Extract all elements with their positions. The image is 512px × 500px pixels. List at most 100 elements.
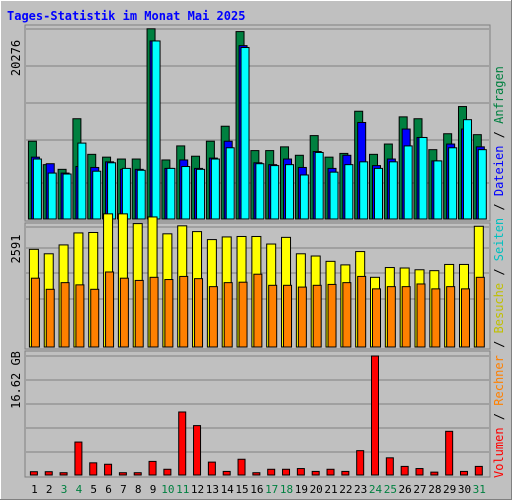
bar-rechner-1 — [30, 277, 40, 348]
x-tick-label: 27 — [413, 483, 426, 496]
x-tick-label: 19 — [295, 483, 308, 496]
legend-entry: Dateien — [492, 146, 506, 197]
bar-volumen-4 — [74, 441, 83, 476]
bar-volumen-18 — [282, 468, 291, 476]
x-tick-label: 28 — [428, 483, 441, 496]
bar-volumen-30 — [459, 470, 468, 476]
bar-seiten-4 — [77, 142, 87, 220]
bar-seiten-7 — [121, 167, 131, 220]
bar-rechner-17 — [268, 284, 278, 348]
bar-rechner-20 — [312, 284, 322, 348]
x-tick-label: 20 — [310, 483, 323, 496]
bar-volumen-8 — [133, 472, 142, 476]
bar-volumen-16 — [252, 472, 261, 476]
x-tick-label: 6 — [105, 483, 112, 496]
bar-seiten-19 — [299, 174, 309, 220]
bar-seiten-3 — [62, 173, 72, 220]
bar-rechner-19 — [297, 286, 307, 348]
bar-rechner-29 — [446, 286, 456, 348]
bar-rechner-2 — [45, 288, 55, 348]
x-tick-label: 22 — [339, 483, 352, 496]
x-tick-label: 5 — [90, 483, 97, 496]
bar-seiten-2 — [47, 172, 57, 220]
bar-rechner-3 — [60, 282, 70, 348]
bar-volumen-26 — [400, 465, 409, 476]
bar-volumen-19 — [296, 468, 305, 476]
bar-rechner-13 — [208, 286, 218, 348]
x-tick-label: 24 — [369, 483, 383, 496]
bar-rechner-16 — [253, 273, 263, 348]
x-tick-label: 8 — [135, 483, 142, 496]
bar-seiten-20 — [314, 151, 324, 220]
bar-seiten-31 — [477, 149, 487, 220]
x-tick-label: 17 — [265, 483, 278, 496]
bar-volumen-25 — [385, 457, 394, 476]
bar-rechner-8 — [134, 279, 144, 348]
legend-entry: / — [492, 261, 506, 283]
bar-seiten-26 — [403, 145, 413, 220]
x-tick-label: 7 — [120, 483, 127, 496]
bar-volumen-17 — [267, 468, 276, 476]
legend-entry: / — [492, 124, 506, 146]
bar-seiten-21 — [329, 171, 339, 220]
bar-rechner-11 — [179, 275, 189, 348]
x-tick-label: 14 — [221, 483, 235, 496]
bar-volumen-6 — [104, 463, 113, 476]
bar-volumen-15 — [237, 458, 246, 476]
bar-seiten-22 — [344, 164, 354, 220]
bar-rechner-9 — [149, 276, 159, 348]
bar-rechner-23 — [357, 275, 367, 348]
bar-volumen-21 — [326, 468, 335, 476]
panel-bottom-frame — [24, 350, 491, 478]
bar-seiten-30 — [462, 119, 472, 220]
bar-volumen-7 — [118, 472, 127, 476]
bar-seiten-23 — [359, 161, 369, 220]
x-tick-label: 26 — [399, 483, 412, 496]
panel-top-frame — [24, 24, 491, 222]
x-tick-label: 1 — [31, 483, 38, 496]
x-tick-label: 29 — [443, 483, 456, 496]
legend-entry: Anfragen — [492, 66, 506, 124]
bar-seiten-29 — [448, 147, 458, 220]
bar-volumen-2 — [44, 471, 53, 476]
bar-rechner-21 — [327, 283, 337, 348]
bottom-ytick-label: 16.62 GB — [9, 351, 23, 409]
x-tick-label: 30 — [458, 483, 471, 496]
bar-seiten-9 — [151, 40, 161, 220]
bar-rechner-5 — [90, 288, 100, 348]
x-tick-label: 15 — [235, 483, 248, 496]
legend-entry: / — [492, 333, 506, 355]
bar-seiten-14 — [225, 147, 235, 220]
bar-seiten-18 — [285, 164, 295, 220]
bar-volumen-22 — [341, 470, 350, 476]
bar-seiten-25 — [388, 161, 398, 220]
bar-volumen-31 — [474, 465, 483, 476]
bar-rechner-6 — [105, 271, 115, 348]
x-tick-label: 23 — [354, 483, 367, 496]
bar-seiten-24 — [374, 167, 383, 220]
legend-entry: / — [492, 196, 506, 218]
bar-volumen-1 — [29, 471, 38, 476]
x-tick-label: 10 — [161, 483, 174, 496]
x-tick-label: 12 — [191, 483, 204, 496]
bar-rechner-7 — [119, 277, 129, 348]
x-tick-label: 11 — [176, 483, 189, 496]
bar-seiten-16 — [255, 163, 265, 220]
bar-seiten-5 — [92, 170, 102, 220]
bar-rechner-31 — [475, 276, 485, 348]
bar-seiten-8 — [136, 169, 146, 220]
bar-volumen-23 — [356, 450, 365, 476]
chart-bars — [27, 28, 487, 476]
bar-seiten-15 — [240, 47, 250, 220]
x-tick-label: 9 — [150, 483, 157, 496]
bar-seiten-17 — [270, 165, 280, 220]
bar-seiten-1 — [32, 158, 42, 220]
bar-rechner-10 — [164, 279, 174, 348]
bar-seiten-11 — [181, 166, 191, 220]
bar-volumen-3 — [59, 472, 68, 476]
bar-volumen-24 — [371, 355, 379, 476]
bar-rechner-26 — [401, 286, 411, 348]
bar-seiten-6 — [107, 162, 117, 220]
bar-seiten-28 — [433, 160, 443, 220]
bar-volumen-14 — [222, 470, 231, 476]
